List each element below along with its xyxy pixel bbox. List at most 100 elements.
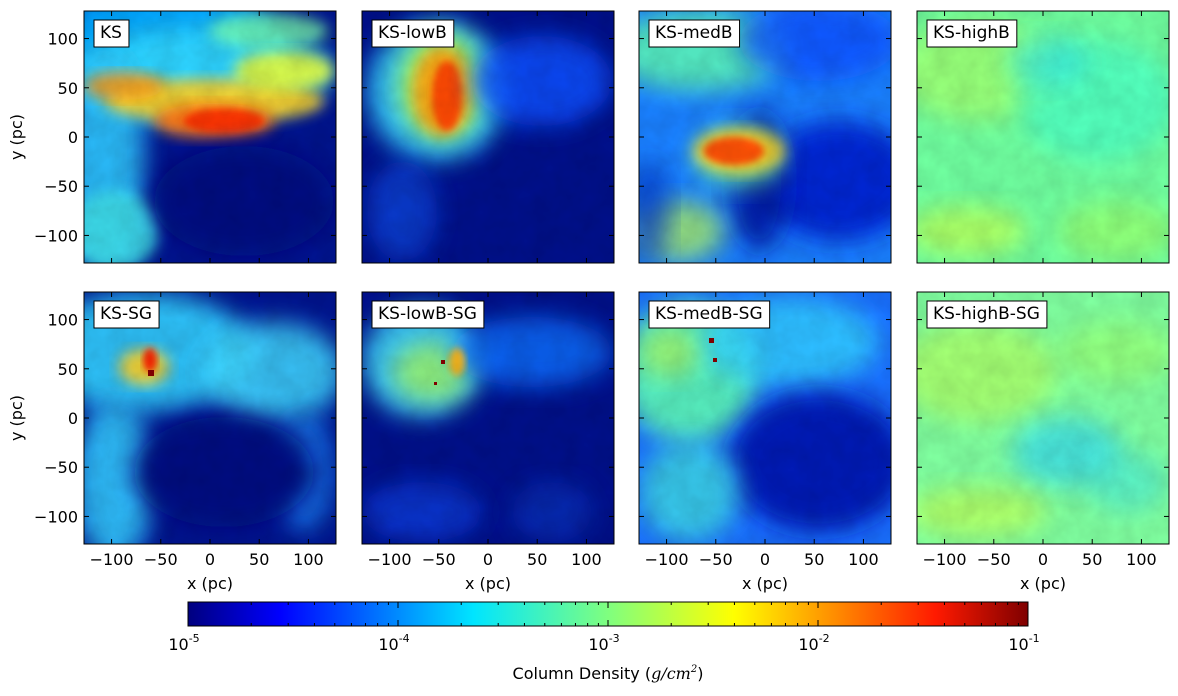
density-texture: [639, 292, 891, 544]
y-tick-label: 0: [68, 409, 78, 428]
panel-label: KS-highB-SG: [926, 300, 1048, 329]
density-map: [362, 11, 614, 263]
x-tick-label: −100: [923, 550, 967, 569]
panel-label: KS-lowB-SG: [371, 300, 485, 329]
colorbar-tick-base: 10: [1008, 635, 1028, 654]
x-tick-label: −100: [90, 550, 134, 569]
x-tick-label: 50: [804, 550, 824, 569]
x-axis-label: x (pc): [742, 574, 788, 593]
panel-label-box: [371, 19, 455, 48]
panel-ks-medb-sg: −100 −50 0 50 100 x (pc) KS-medB-SG: [638, 291, 892, 593]
colorbar-tick-base: 10: [378, 635, 398, 654]
density-map: [917, 11, 1169, 263]
sink-particle: [441, 360, 445, 364]
panel-ks-highb-sg: −100 −50 0 50 100 x (pc) KS-highB-SG: [916, 291, 1170, 593]
density-map: [362, 292, 614, 544]
panel-label-box: [93, 19, 130, 48]
y-tick-label: −100: [34, 226, 78, 245]
y-tick-label: 50: [58, 360, 78, 379]
x-axis-label: x (pc): [187, 574, 233, 593]
colorbar-tick-exponent: -4: [399, 632, 410, 645]
density-texture: [639, 11, 891, 263]
panels: 100 50 0 −50 −100 y (pc) KS KS-lowB KS-medB KS-hi…: [7, 10, 1170, 593]
colorbar-tick-exponent: -1: [1029, 632, 1040, 645]
panel-label-text: KS-lowB-SG: [378, 304, 477, 324]
x-tick-label: −50: [699, 550, 733, 569]
panel-ks-lowb-sg: −100 −50 0 50 100 x (pc) KS-lowB-SG: [361, 291, 615, 593]
panel-label: KS-lowB: [371, 19, 455, 48]
density-map: [639, 11, 891, 263]
x-tick-label: 0: [483, 550, 493, 569]
density-texture: [362, 11, 614, 263]
x-tick-label: 100: [1126, 550, 1157, 569]
panel-label-text: KS-highB-SG: [933, 304, 1040, 324]
x-tick-label: −50: [144, 550, 178, 569]
panel-label-box: [926, 300, 1048, 329]
density-map: [639, 292, 891, 544]
panel-label-box: [648, 19, 741, 48]
panel-ks-sg: 100 50 0 −50 −100 y (pc) −100 −50 0 50 100 x (pc) KS…: [7, 291, 337, 593]
panel-label-text: KS-SG: [100, 304, 152, 324]
y-tick-label: 100: [47, 311, 78, 330]
y-tick-label: 50: [58, 79, 78, 98]
x-tick-label: 50: [1082, 550, 1102, 569]
y-tick-label: 0: [68, 128, 78, 147]
colorbar-tick-label: 10-2: [798, 632, 829, 654]
panel-label: KS: [93, 19, 130, 48]
density-map: [917, 292, 1169, 544]
panel-label: KS-medB-SG: [648, 300, 771, 329]
colorbar-tick-base: 10: [588, 635, 608, 654]
colorbar-tick-exponent: -3: [609, 632, 620, 645]
density-texture: [84, 292, 336, 544]
y-tick-label: 100: [47, 30, 78, 49]
y-tick-label: −50: [44, 177, 78, 196]
density-texture: [917, 292, 1169, 544]
panel-ks-medb: KS-medB: [638, 10, 892, 264]
x-tick-label: 0: [205, 550, 215, 569]
panel-label-text: KS-medB: [655, 23, 733, 43]
colorbar-tick-label: 10-5: [168, 632, 199, 654]
colorbar-tick-base: 10: [798, 635, 818, 654]
panel-label-text: KS: [100, 23, 122, 43]
x-tick-label: 50: [249, 550, 269, 569]
density-texture: [362, 292, 614, 544]
panel-label-box: [371, 300, 485, 329]
x-tick-label: 100: [571, 550, 602, 569]
panel-label-box: [926, 19, 1018, 48]
colorbar-label-text: Column Density (: [513, 664, 652, 683]
density-map: [84, 11, 336, 263]
colorbar-tick-label: 10-3: [588, 632, 619, 654]
density-texture: [917, 11, 1169, 263]
colorbar-label: Column Density (g/cm2): [513, 664, 704, 683]
colorbar-label-sup: 2: [690, 664, 697, 675]
panel-label-box: [93, 300, 160, 329]
x-tick-label: 100: [848, 550, 879, 569]
panel-label: KS-highB: [926, 19, 1018, 48]
x-axis-label: x (pc): [465, 574, 511, 593]
colorbar-tick-exponent: -5: [189, 632, 200, 645]
colorbar-tick-label: 10-4: [378, 632, 409, 654]
x-tick-label: −50: [422, 550, 456, 569]
panel-label-box: [648, 300, 771, 329]
density-map: [84, 292, 336, 544]
colorbar-tick-exponent: -2: [819, 632, 830, 645]
y-axis-label: y (pc): [7, 114, 26, 160]
density-texture: [84, 11, 336, 263]
panel-label-text: KS-highB: [933, 23, 1010, 43]
x-axis-label: x (pc): [1020, 574, 1066, 593]
x-tick-label: −50: [977, 550, 1011, 569]
colorbar-label-math: g/cm: [651, 664, 691, 683]
x-tick-label: 0: [760, 550, 770, 569]
panel-label: KS-SG: [93, 300, 160, 329]
x-tick-label: −100: [368, 550, 412, 569]
panel-label: KS-medB: [648, 19, 741, 48]
sink-particle: [148, 370, 154, 376]
x-tick-label: −100: [645, 550, 689, 569]
colorbar-label-close: ): [697, 664, 703, 683]
panel-ks: 100 50 0 −50 −100 y (pc) KS: [7, 10, 337, 264]
colorbar-tick-label: 10-1: [1008, 632, 1039, 654]
x-tick-label: 50: [527, 550, 547, 569]
sink-particle: [713, 358, 717, 362]
